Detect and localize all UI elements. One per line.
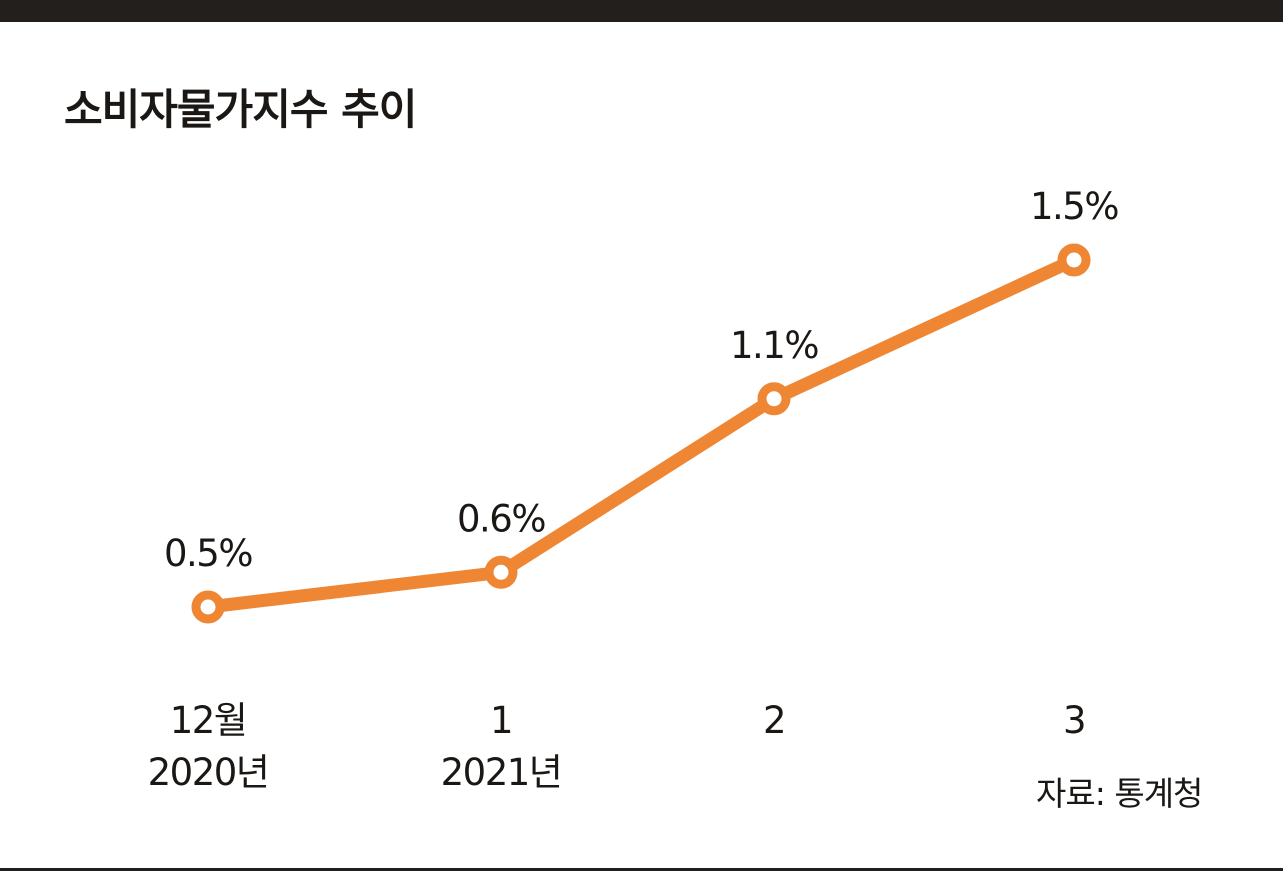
data-point bbox=[1057, 243, 1091, 277]
data-label: 1.5% bbox=[1030, 185, 1118, 228]
x-tick-label: 2020년 bbox=[148, 751, 269, 794]
source-note: 자료: 통계청 bbox=[1036, 774, 1203, 813]
data-point bbox=[757, 382, 791, 416]
top-border-bar bbox=[0, 0, 1283, 22]
bottom-rule bbox=[0, 868, 1283, 871]
x-tick-label: 2021년 bbox=[441, 751, 562, 794]
data-label: 0.6% bbox=[457, 497, 545, 540]
series-line bbox=[201, 253, 1081, 614]
data-label: 0.5% bbox=[164, 532, 252, 575]
data-point bbox=[484, 555, 518, 589]
x-tick-label: 2 bbox=[763, 699, 785, 742]
chart-title: 소비자물가지수 추이 bbox=[64, 85, 417, 134]
data-point bbox=[191, 590, 225, 624]
x-tick-label: 3 bbox=[1063, 699, 1085, 742]
x-tick-label: 12월 bbox=[170, 699, 247, 742]
data-label: 1.1% bbox=[730, 324, 818, 367]
x-tick-label: 1 bbox=[490, 699, 512, 742]
